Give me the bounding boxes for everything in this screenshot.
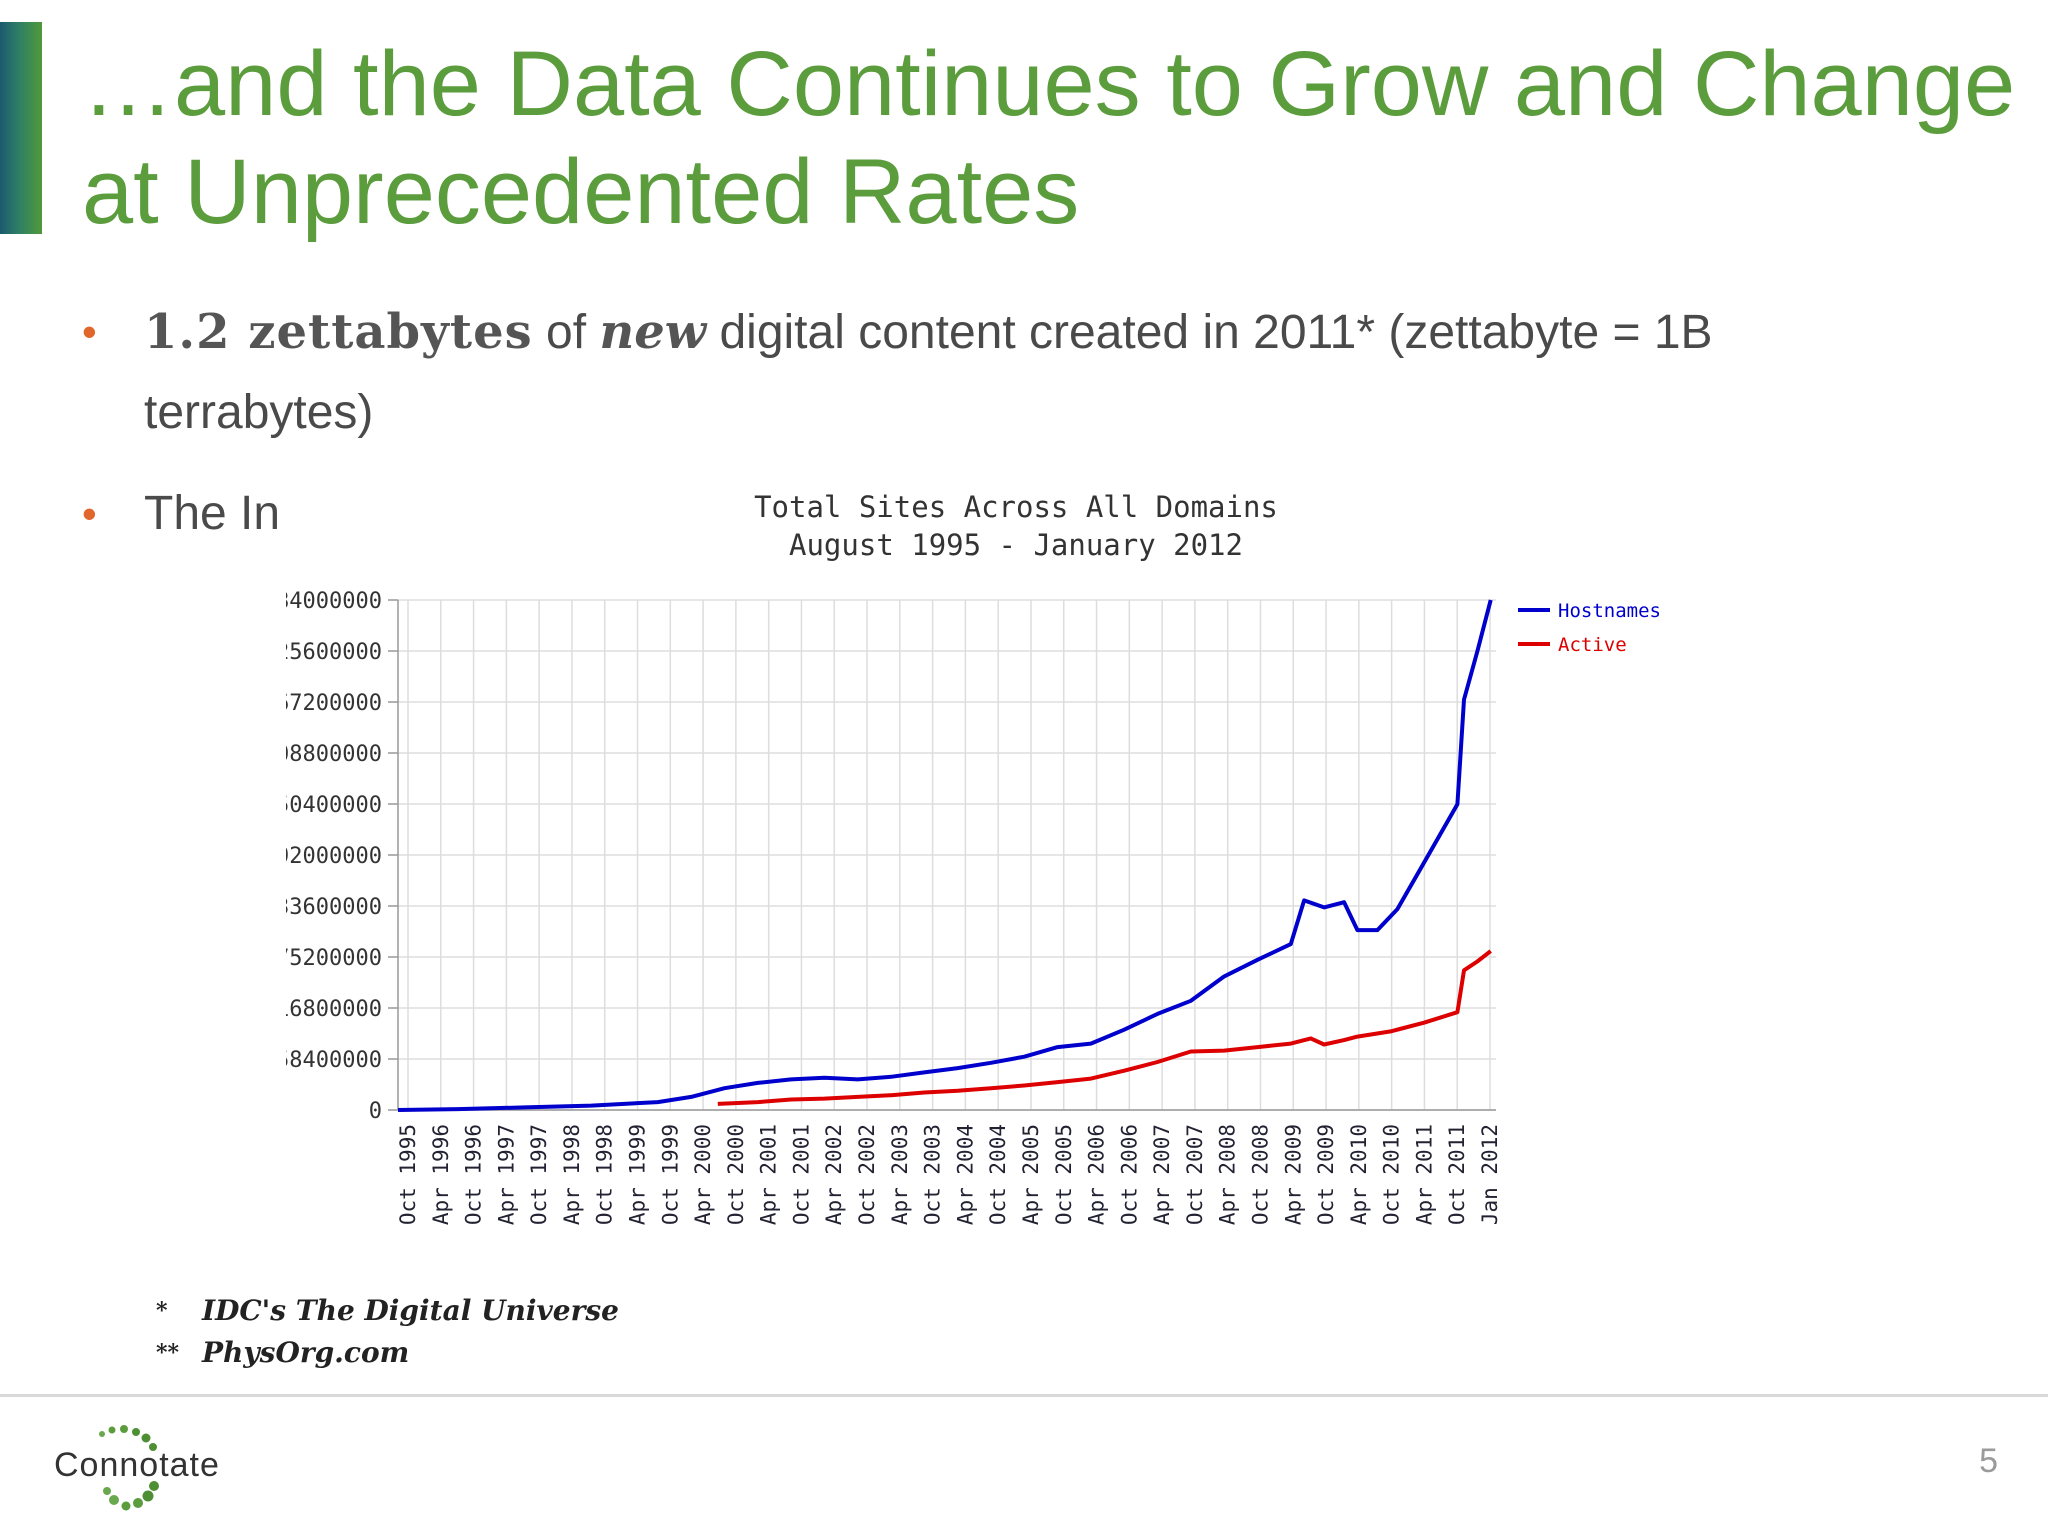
footnote-text: IDC's The Digital Universe <box>202 1294 619 1327</box>
x-tick-label: Oct 2010 <box>1380 1124 1404 1225</box>
bullet-marker: • <box>82 490 97 537</box>
y-tick-label: 0 <box>369 1099 382 1124</box>
x-tick-label: Apr 2009 <box>1281 1124 1305 1225</box>
x-tick-label: Oct 1998 <box>593 1124 617 1225</box>
x-tick-label: Apr 2008 <box>1216 1124 1240 1225</box>
footnote-text: PhysOrg.com <box>202 1336 410 1369</box>
bullet-of-text: of <box>532 306 600 359</box>
footer-divider <box>0 1394 2048 1397</box>
x-tick-label: Apr 2011 <box>1412 1124 1436 1225</box>
x-tick-label: Oct 2002 <box>855 1124 879 1225</box>
x-tick-label: Apr 2007 <box>1150 1124 1174 1225</box>
chart-legend: Hostnames Active <box>1518 600 1661 656</box>
sites-chart: Total Sites Across All Domains August 19… <box>286 470 1706 1250</box>
x-tick-label: Apr 2000 <box>691 1124 715 1225</box>
y-tick-label: 233600000 <box>286 895 382 920</box>
series-line-hostnames <box>397 599 1493 1112</box>
x-tick-label: Oct 2003 <box>921 1124 945 1225</box>
logo-dots-icon <box>99 1425 159 1511</box>
y-tick-label: 350400000 <box>286 793 382 818</box>
x-tick-label: Oct 1996 <box>462 1124 486 1225</box>
slide-title-line2: at Unprecedented Rates <box>82 141 1080 243</box>
footnote-idc: * IDC's The Digital Universe <box>156 1290 619 1332</box>
x-tick-label: Oct 2000 <box>724 1124 748 1225</box>
x-tick-label: Apr 2005 <box>1019 1124 1043 1225</box>
bullet-internet: • The In <box>82 474 1942 554</box>
slide-title-line1: …and the Data Continues to Grow and Chan… <box>82 33 2016 135</box>
chart-series <box>397 599 1493 1112</box>
footnote-mark: * <box>156 1298 168 1324</box>
y-tick-label: 408800000 <box>286 742 382 767</box>
footnote-physorg: ** PhysOrg.com <box>156 1332 619 1374</box>
x-tick-label: Oct 2007 <box>1183 1124 1207 1225</box>
x-tick-label: Oct 2001 <box>789 1124 813 1225</box>
chart-axes: 5840000005256000004672000004088000003504… <box>286 589 1502 1225</box>
logo-text: Connotate <box>54 1446 220 1484</box>
chart-plot: 5840000005256000004672000004088000003504… <box>286 589 1661 1225</box>
x-tick-label: Oct 2004 <box>986 1124 1010 1225</box>
bullet-marker: • <box>82 308 97 355</box>
y-tick-label: 175200000 <box>286 946 382 971</box>
y-tick-label: 525600000 <box>286 640 382 665</box>
x-tick-label: Apr 2004 <box>953 1124 977 1225</box>
footnote-mark: ** <box>156 1340 180 1366</box>
page-number: 5 <box>1979 1442 1998 1480</box>
y-tick-label: 292000000 <box>286 844 382 869</box>
x-tick-label: Oct 2008 <box>1248 1124 1272 1225</box>
bullet-em-text: new <box>599 304 707 360</box>
bullet-text: 1.2 zettabytes of new digital content cr… <box>144 292 1942 453</box>
x-tick-label: Oct 2011 <box>1445 1124 1469 1225</box>
legend-label-hostnames: Hostnames <box>1558 600 1661 622</box>
bullet-rest-line1: digital content created in 2011* (zettab… <box>706 306 1713 359</box>
x-tick-label: Apr 2001 <box>757 1124 781 1225</box>
y-tick-label: 58400000 <box>286 1048 382 1073</box>
x-tick-label: Apr 2002 <box>822 1124 846 1225</box>
x-tick-label: Apr 1997 <box>494 1124 518 1225</box>
slide-title: …and the Data Continues to Grow and Chan… <box>82 30 2022 246</box>
x-tick-label: Oct 1997 <box>527 1124 551 1225</box>
bullet-rest-line2: terrabytes) <box>144 386 374 439</box>
y-tick-label: 467200000 <box>286 691 382 716</box>
bullet-strong-text: 1.2 zettabytes <box>144 304 533 360</box>
x-tick-label: Apr 2010 <box>1347 1124 1371 1225</box>
x-tick-label: Apr 1996 <box>429 1124 453 1225</box>
chart-title: Total Sites Across All Domains <box>754 490 1278 524</box>
x-tick-label: Oct 2006 <box>1117 1124 1141 1225</box>
x-tick-label: Apr 1998 <box>560 1124 584 1225</box>
bullet-text: The In <box>144 487 281 540</box>
connotate-logo: Connotate <box>52 1420 222 1520</box>
x-tick-label: Apr 2006 <box>1085 1124 1109 1225</box>
series-line-active <box>717 949 1492 1106</box>
x-tick-label: Oct 2005 <box>1052 1124 1076 1225</box>
bullet-zettabytes: • 1.2 zettabytes of new digital content … <box>82 292 1942 453</box>
x-tick-label: Apr 1999 <box>626 1124 650 1225</box>
chart-subtitle: August 1995 - January 2012 <box>789 528 1243 562</box>
chart-grid <box>398 599 1496 1111</box>
x-tick-label: Oct 2009 <box>1314 1124 1338 1225</box>
x-tick-label: Oct 1995 <box>396 1124 420 1225</box>
x-tick-label: Jan 2012 <box>1478 1124 1502 1225</box>
accent-bar <box>0 22 42 234</box>
x-tick-label: Apr 2003 <box>888 1124 912 1225</box>
y-tick-label: 116800000 <box>286 997 382 1022</box>
legend-label-active: Active <box>1558 634 1627 656</box>
footnotes: * IDC's The Digital Universe ** PhysOrg.co… <box>156 1290 619 1374</box>
x-tick-label: Oct 1999 <box>658 1124 682 1225</box>
